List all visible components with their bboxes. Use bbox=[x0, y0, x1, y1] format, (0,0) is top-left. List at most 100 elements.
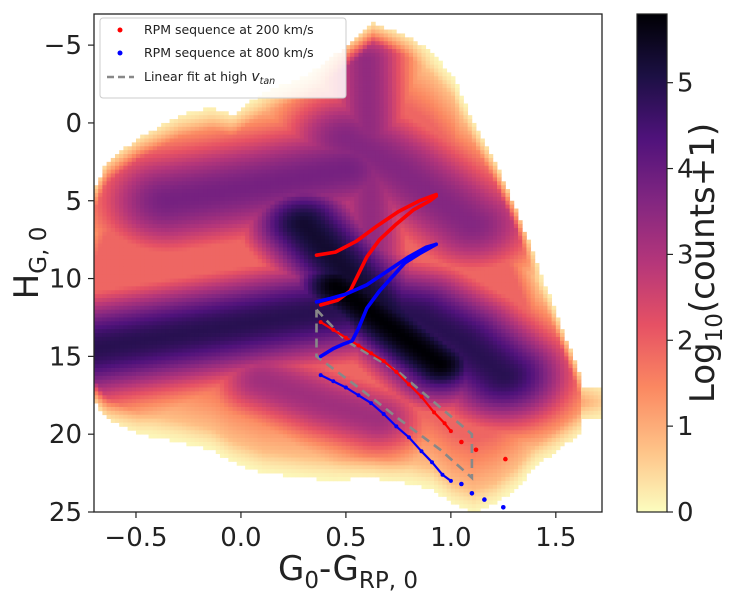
heatmap-cell bbox=[228, 426, 233, 431]
heatmap-cell bbox=[295, 290, 301, 295]
heatmap-cell bbox=[194, 391, 200, 396]
heatmap-cell bbox=[98, 239, 103, 244]
heatmap-cell bbox=[106, 391, 112, 396]
heatmap-cell bbox=[257, 375, 263, 381]
heatmap-cell bbox=[211, 290, 217, 295]
heatmap-cell bbox=[266, 426, 271, 431]
heatmap-cell bbox=[173, 356, 179, 361]
heatmap-cell bbox=[278, 375, 284, 381]
heatmap-cell bbox=[291, 391, 296, 396]
heatmap-cell bbox=[324, 173, 330, 178]
heatmap-cell bbox=[215, 368, 221, 373]
heatmap-cell bbox=[245, 169, 250, 174]
heatmap-cell bbox=[165, 348, 170, 353]
heatmap-cell bbox=[182, 286, 187, 291]
heatmap-cell bbox=[194, 266, 200, 272]
heatmap-cell bbox=[316, 340, 322, 346]
heatmap-cell bbox=[140, 309, 145, 314]
heatmap-cell bbox=[215, 360, 221, 365]
heatmap-cell bbox=[287, 309, 292, 314]
heatmap-cell bbox=[194, 204, 200, 209]
heatmap-cell bbox=[308, 212, 313, 217]
heatmap-cell bbox=[308, 333, 313, 338]
heatmap-cell bbox=[114, 181, 120, 186]
heatmap-cell bbox=[140, 231, 145, 237]
heatmap-cell bbox=[102, 216, 107, 221]
heatmap-cell bbox=[287, 263, 292, 268]
heatmap-cell bbox=[144, 352, 149, 357]
heatmap-cell bbox=[287, 387, 292, 392]
heatmap-cell bbox=[152, 200, 158, 206]
heatmap-cell bbox=[312, 200, 317, 206]
heatmap-cell bbox=[190, 274, 196, 279]
heatmap-cell bbox=[245, 204, 250, 209]
heatmap-cell bbox=[152, 383, 158, 388]
heatmap-cell bbox=[219, 313, 225, 318]
heatmap-cell bbox=[182, 422, 187, 427]
heatmap-cell bbox=[215, 286, 221, 291]
heatmap-cell bbox=[236, 204, 242, 209]
heatmap-cell bbox=[148, 189, 154, 194]
heatmap-cell bbox=[207, 204, 212, 209]
heatmap-cell bbox=[287, 99, 292, 104]
heatmap-cell bbox=[253, 294, 259, 299]
heatmap-cell bbox=[261, 434, 267, 439]
heatmap-cell bbox=[173, 325, 179, 330]
heatmap-cell bbox=[287, 169, 292, 174]
heatmap-cell bbox=[291, 154, 296, 159]
heatmap-cell bbox=[110, 282, 116, 287]
heatmap-cell bbox=[274, 336, 280, 342]
heatmap-cell bbox=[156, 371, 162, 377]
heatmap-cell bbox=[182, 247, 187, 252]
heatmap-cell bbox=[144, 134, 149, 139]
heatmap-cell bbox=[198, 196, 204, 202]
heatmap-cell bbox=[312, 259, 317, 264]
heatmap-cell bbox=[274, 255, 280, 260]
heatmap-cell bbox=[123, 227, 128, 233]
heatmap-cell bbox=[278, 235, 284, 241]
heatmap-cell bbox=[98, 391, 103, 396]
heatmap-cell bbox=[228, 368, 233, 373]
heatmap-cell bbox=[135, 212, 141, 217]
heatmap-cell bbox=[203, 115, 208, 120]
heatmap-cell bbox=[295, 263, 301, 268]
heatmap-cell bbox=[215, 445, 221, 451]
heatmap-cell bbox=[106, 239, 112, 244]
heatmap-cell bbox=[165, 239, 170, 244]
heatmap-cell bbox=[299, 150, 305, 155]
heatmap-cell bbox=[240, 426, 246, 431]
heatmap-cell bbox=[131, 231, 137, 237]
heatmap-cell bbox=[211, 430, 217, 435]
heatmap-cell bbox=[219, 375, 225, 381]
heatmap-cell bbox=[156, 336, 162, 342]
heatmap-cell bbox=[194, 352, 200, 357]
heatmap-cell bbox=[324, 165, 330, 171]
heatmap-cell bbox=[169, 387, 175, 392]
heatmap-cell bbox=[253, 368, 259, 373]
heatmap-cell bbox=[303, 290, 309, 295]
heatmap-cell bbox=[194, 422, 200, 427]
heatmap-cell bbox=[274, 379, 280, 385]
heatmap-cell bbox=[266, 255, 271, 260]
heatmap-cell bbox=[186, 278, 191, 283]
heatmap-cell bbox=[274, 169, 280, 174]
heatmap-cell bbox=[173, 368, 179, 373]
heatmap-cell bbox=[173, 278, 179, 283]
heatmap-cell bbox=[173, 329, 179, 334]
heatmap-cell bbox=[257, 247, 263, 252]
heatmap-cell bbox=[148, 216, 154, 221]
heatmap-cell bbox=[186, 220, 191, 225]
heatmap-cell bbox=[114, 309, 120, 314]
heatmap-cell bbox=[232, 340, 238, 346]
heatmap-cell bbox=[253, 189, 259, 194]
heatmap-cell bbox=[211, 340, 217, 346]
heatmap-cell bbox=[295, 169, 301, 174]
heatmap-cell bbox=[219, 204, 225, 209]
heatmap-cell bbox=[253, 119, 259, 124]
heatmap-cell bbox=[278, 438, 284, 443]
heatmap-cell bbox=[329, 126, 334, 132]
heatmap-cell bbox=[316, 438, 322, 443]
heatmap-cell bbox=[278, 115, 284, 120]
heatmap-cell bbox=[186, 305, 191, 311]
heatmap-cell bbox=[152, 161, 158, 167]
